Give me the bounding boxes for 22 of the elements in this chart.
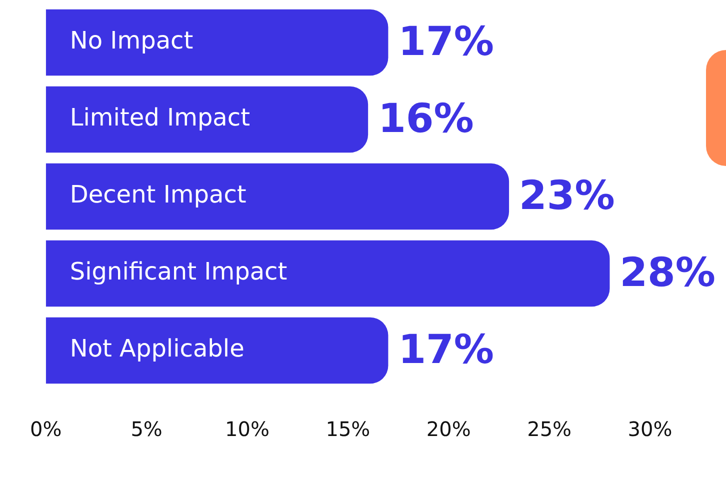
data-label: 16% [378,96,474,142]
data-label: 17% [398,326,494,373]
y-tick-label: Limited Impact [70,104,250,132]
bar [46,163,510,230]
x-tick-label: 30% [628,417,672,442]
x-tick-label: 15% [326,417,370,442]
x-tick-label: 10% [225,417,270,442]
bar [46,240,610,307]
x-tick-label: 20% [426,417,471,442]
y-tick-label: Decent Impact [70,180,246,209]
y-tick-label: Not Applicable [70,334,244,363]
y-tick-label: Significant Impact [70,258,288,286]
data-label: 28% [620,250,716,296]
bar [46,317,388,384]
data-label: 23% [519,172,615,219]
bar [46,86,368,153]
data-label: 17% [398,18,494,65]
bar [46,9,388,76]
y-tick-label: No Impact [70,26,194,55]
x-tick-label: 5% [130,417,162,442]
x-tick-label: 0% [30,417,62,442]
x-tick-label: 25% [527,417,572,442]
